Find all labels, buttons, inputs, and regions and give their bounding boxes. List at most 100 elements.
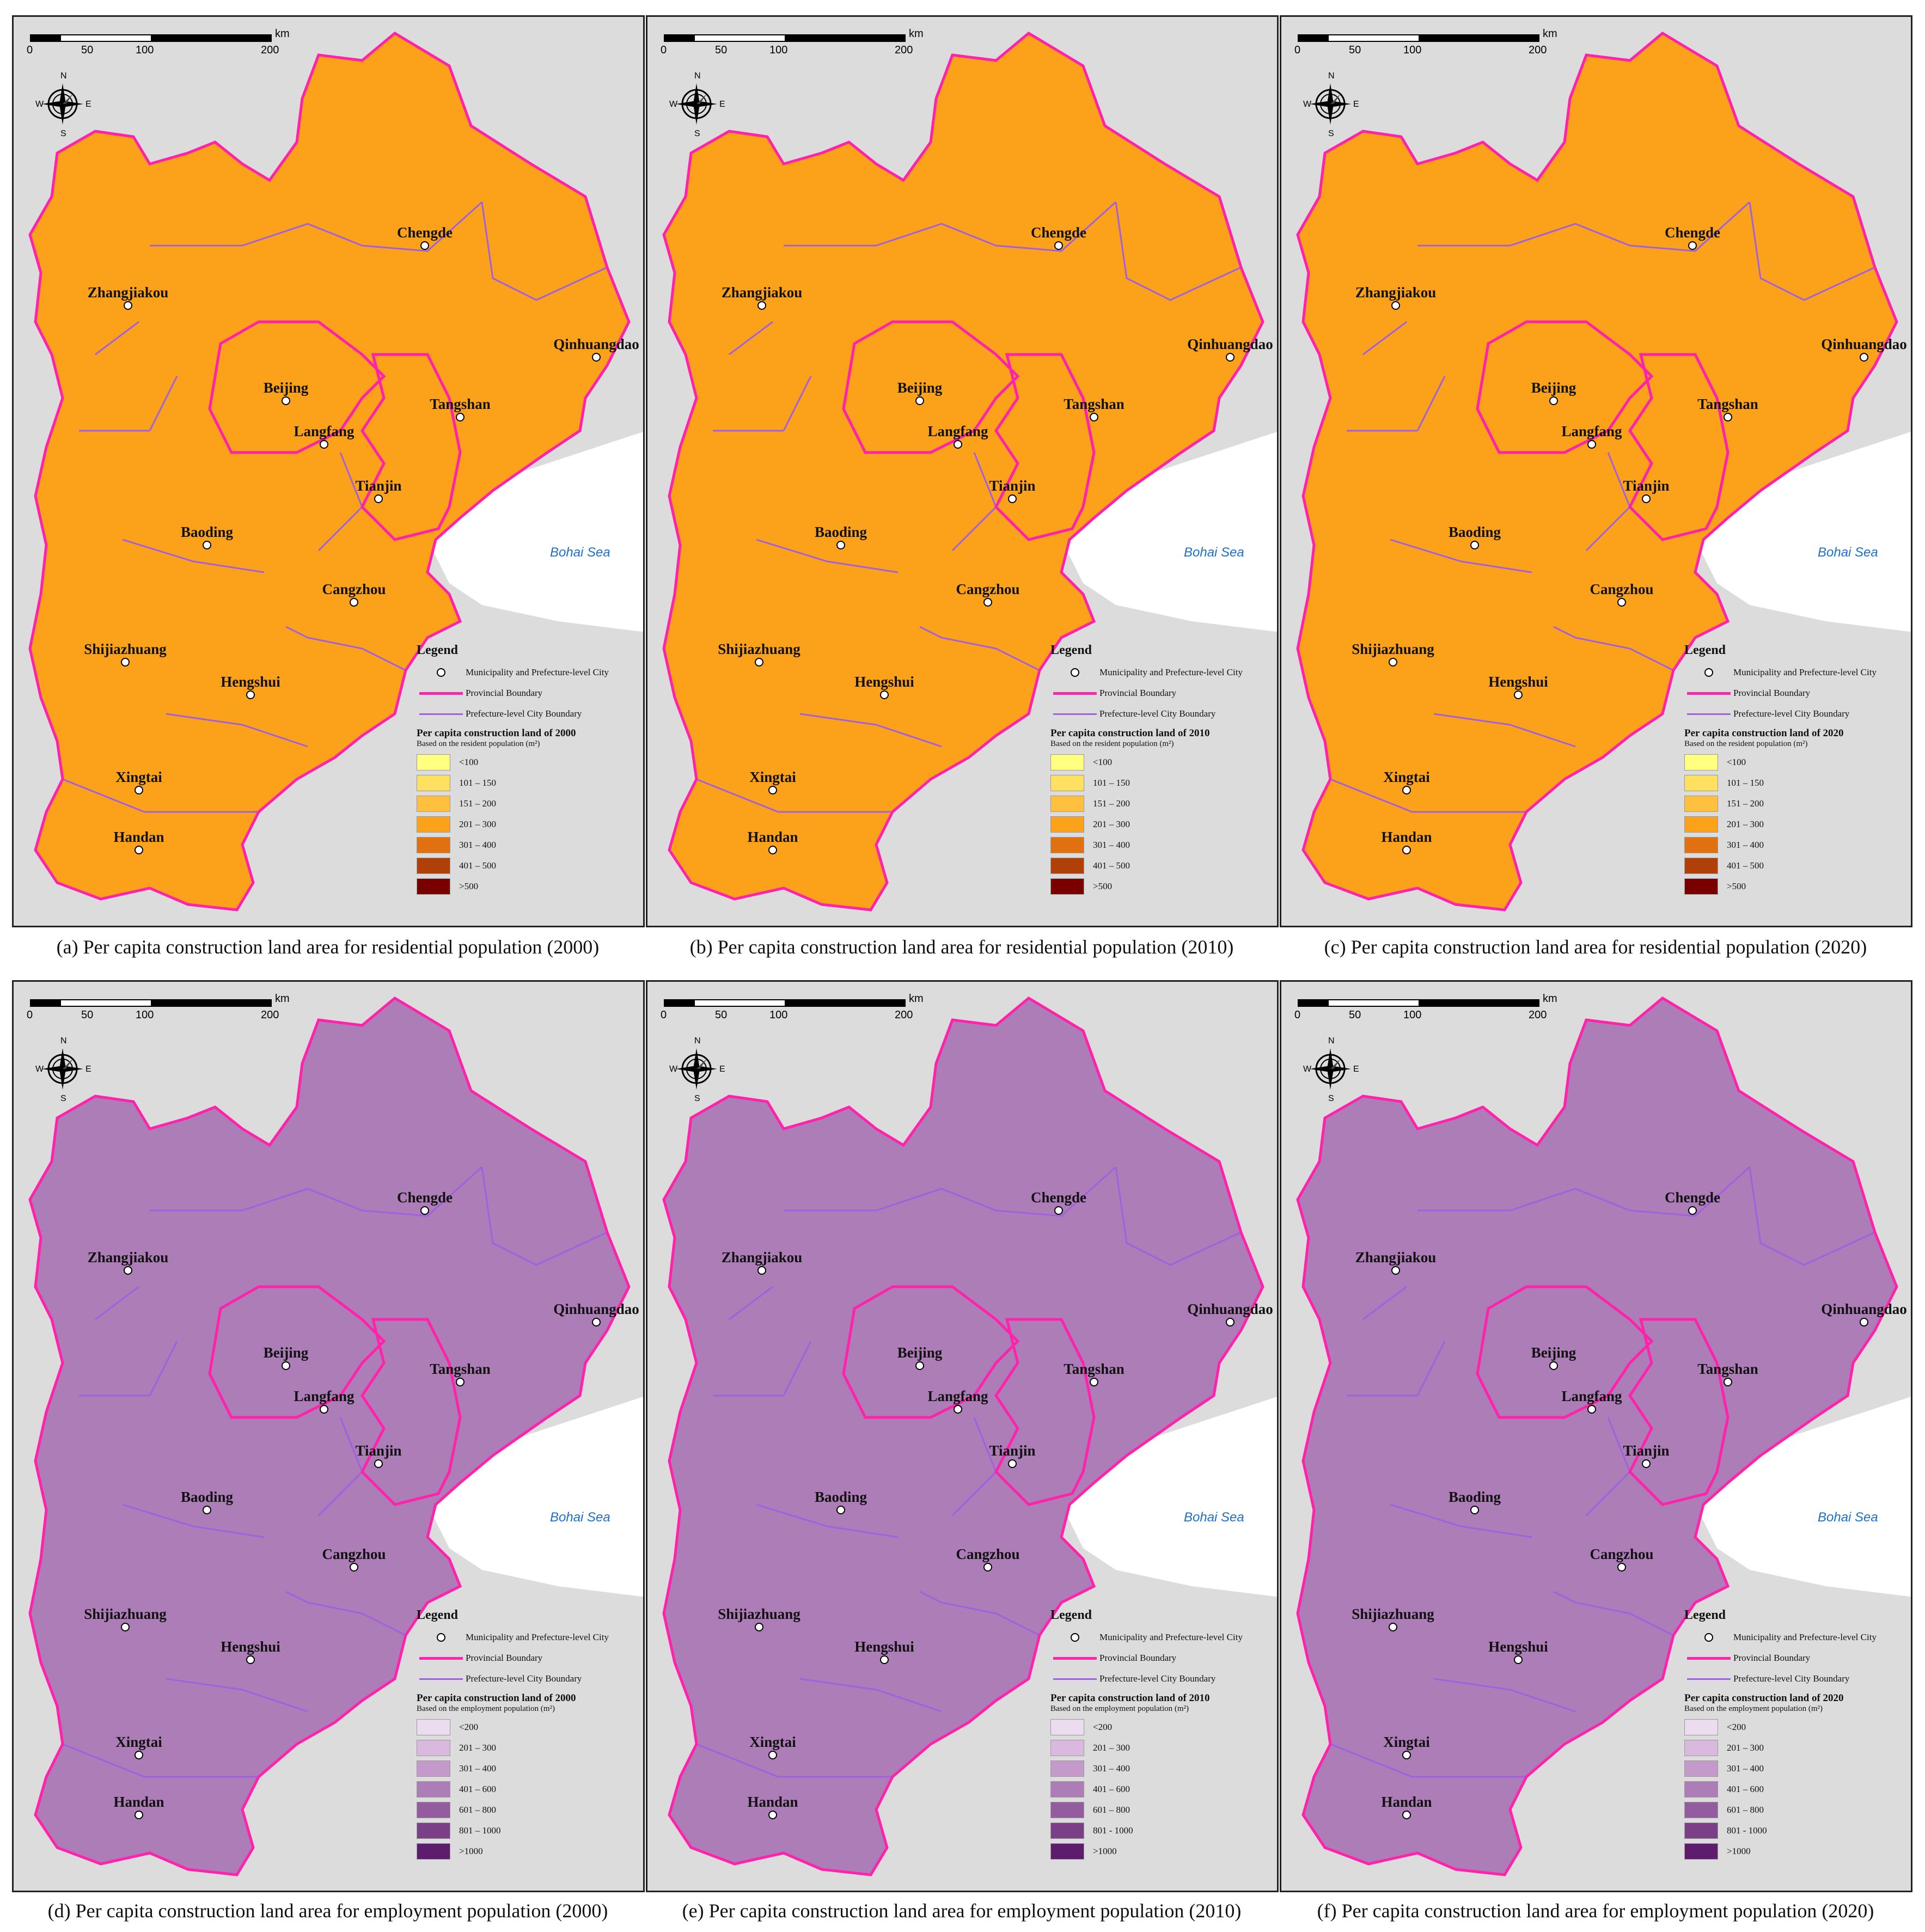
legend: Legend Municipality and Prefecture-level …	[1050, 1608, 1277, 1862]
city-symbol-icon	[1071, 668, 1079, 677]
scale-bar-label: 0	[1294, 1009, 1301, 1021]
city-symbol-icon	[437, 1633, 445, 1642]
legend-city-item: Municipality and Prefecture-level City	[1050, 662, 1277, 683]
legend-class-label: 301 – 400	[1727, 840, 1764, 850]
city-marker	[246, 690, 255, 699]
city-marker	[880, 690, 889, 699]
legend-class-item: 301 – 400	[417, 1758, 643, 1779]
legend-swatch	[417, 754, 450, 771]
compass-w-label: W	[669, 100, 678, 109]
city-label: Tianjin	[1623, 478, 1670, 494]
legend-symbol	[1684, 1633, 1733, 1642]
legend-class-label: 201 – 300	[1093, 1743, 1130, 1753]
city-marker	[121, 658, 130, 667]
legend-symbol	[1050, 1678, 1099, 1680]
legend-class-item: <200	[1684, 1717, 1911, 1738]
city-marker	[1226, 353, 1235, 362]
city-label: Cangzhou	[1590, 581, 1654, 597]
legend-class-item: 151 – 200	[417, 793, 643, 814]
city-label: Langfang	[294, 423, 355, 439]
city-marker	[1402, 846, 1411, 854]
city-label: Baoding	[1448, 524, 1501, 540]
map-canvas	[662, 31, 1277, 912]
city-marker	[1514, 1655, 1523, 1664]
legend-symbol	[1050, 668, 1099, 677]
legend-city-item: Municipality and Prefecture-level City	[417, 1627, 643, 1648]
region-base	[664, 998, 1263, 1875]
compass-s-label: S	[1328, 129, 1334, 138]
legend-class-label: 301 – 400	[1727, 1763, 1764, 1774]
city-marker	[282, 1361, 290, 1370]
legend-provincial-item: Provincial Boundary	[1050, 1648, 1277, 1668]
legend-swatch	[1050, 1843, 1084, 1860]
legend-label: Prefecture-level City Boundary	[466, 708, 582, 719]
legend-swatch	[1684, 858, 1718, 874]
provincial-boundaries	[1296, 31, 1898, 912]
legend-swatch	[417, 1760, 450, 1777]
scale-bar-label: 200	[261, 44, 279, 56]
city-marker	[135, 846, 143, 854]
region-base	[30, 998, 629, 1875]
prefecture-boundaries	[62, 1166, 608, 1778]
city-label: Baoding	[180, 524, 234, 540]
map-panel: 0 50 100 200 km N S E W Chengde Zhangjiakou Qinhuan…	[646, 15, 1279, 927]
city-marker	[1514, 690, 1523, 699]
map-canvas	[662, 996, 1277, 1876]
city-marker	[1391, 301, 1400, 310]
legend-swatch	[417, 837, 450, 853]
legend-label: Provincial Boundary	[466, 688, 543, 698]
compass-w-label: W	[1303, 100, 1312, 109]
bohai-sea-area	[433, 1396, 643, 1597]
provincial-boundaries	[1296, 996, 1898, 1876]
legend-class-label: 801 - 1000	[1727, 1825, 1767, 1836]
legend-class-item: 201 – 300	[417, 814, 643, 835]
legend-prefecture-item: Prefecture-level City Boundary	[417, 704, 643, 724]
legend-class-title: Per capita construction land of 2000	[417, 727, 576, 739]
legend-class-label: 601 – 800	[459, 1805, 496, 1815]
scale-bar-label: 200	[1529, 1009, 1547, 1021]
city-marker	[1402, 786, 1411, 794]
legend-class-item: <100	[1050, 752, 1277, 773]
city-label: Zhangjiakou	[1355, 1249, 1437, 1265]
city-marker	[1549, 396, 1558, 405]
compass-e-label: E	[85, 100, 91, 109]
scale-bar-track	[664, 34, 906, 42]
panel-caption: (d) Per capita construction land area fo…	[47, 1900, 608, 1922]
city-label: Hengshui	[854, 1638, 914, 1655]
legend-swatch	[1050, 775, 1084, 791]
legend-label: Municipality and Prefecture-level City	[466, 1632, 609, 1642]
map-panel: 0 50 100 200 km N S E W Chengde Zhangjiakou Qinhuan…	[12, 980, 645, 1892]
map-panel: 0 50 100 200 km N S E W Chengde Zhangjiakou Qinhuan…	[1280, 980, 1912, 1892]
compass-star-icon	[1310, 1048, 1351, 1090]
prefecture-line-icon	[1687, 713, 1731, 715]
provincial-boundaries	[662, 31, 1264, 912]
scale-bar-segment	[1299, 1000, 1329, 1006]
legend-swatch	[1050, 858, 1084, 874]
legend-swatch	[417, 878, 450, 895]
provincial-boundaries	[662, 996, 1264, 1876]
compass-n-label: N	[60, 1036, 67, 1046]
sea-label: Bohai Sea	[1184, 545, 1244, 560]
scale-bar-unit: km	[909, 993, 924, 1005]
legend-label: Municipality and Prefecture-level City	[1733, 1632, 1877, 1642]
city-marker	[1090, 413, 1098, 421]
legend-class-item: 801 - 1000	[1684, 1820, 1911, 1841]
city-marker	[374, 1459, 383, 1468]
legend-class-label: 101 – 150	[459, 778, 496, 788]
city-label: Cangzhou	[956, 581, 1020, 597]
legend-swatch	[1050, 1802, 1084, 1818]
city-marker	[1090, 1378, 1098, 1386]
city-marker	[1724, 1378, 1732, 1386]
city-marker	[350, 598, 358, 607]
legend: Legend Municipality and Prefecture-level …	[1684, 1608, 1911, 1862]
region-base	[30, 33, 629, 910]
legend-label: Provincial Boundary	[1733, 1653, 1811, 1663]
legend-class-item: 401 – 600	[1050, 1779, 1277, 1800]
legend-label: Municipality and Prefecture-level City	[1733, 667, 1877, 677]
city-label: Shijiazhuang	[718, 641, 800, 657]
legend-class-item: <100	[417, 752, 643, 773]
legend-class-title: Per capita construction land of 2020	[1684, 1692, 1844, 1704]
city-label: Xingtai	[1383, 769, 1430, 785]
city-marker	[350, 1563, 358, 1572]
legend-class-label: <200	[1727, 1722, 1746, 1732]
